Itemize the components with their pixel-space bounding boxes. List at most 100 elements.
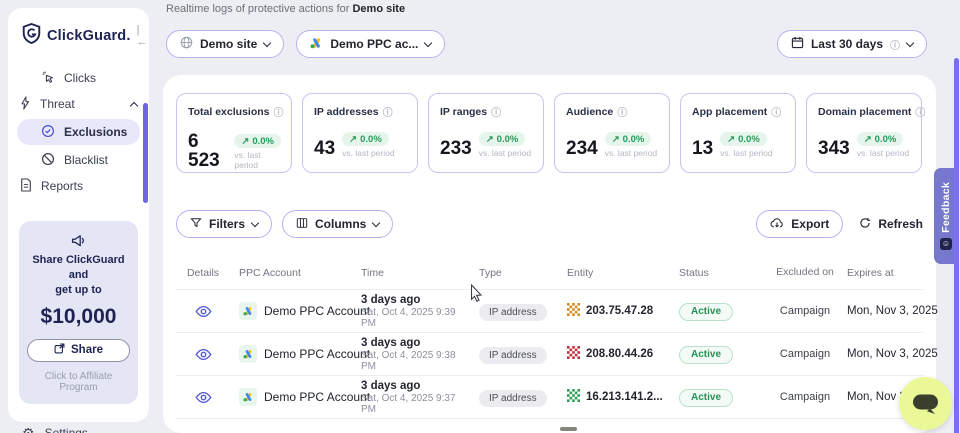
ppc-account-name: Demo PPC Account xyxy=(264,304,371,318)
ppc-account-cell: Demo PPC Account xyxy=(230,302,370,320)
ppc-selector-value: Demo PPC ac... xyxy=(330,37,419,51)
time-cell: 3 days ago Sat, Oct 4, 2025 9:38 PM xyxy=(352,337,470,372)
google-ads-icon xyxy=(239,345,257,363)
chevron-down-icon xyxy=(250,218,260,227)
info-icon[interactable]: ⓘ xyxy=(915,108,926,119)
type-cell: IP address xyxy=(470,302,558,321)
calendar-icon xyxy=(791,36,804,52)
sidebar-item-threat[interactable]: Threat xyxy=(8,91,149,117)
sidebar-collapse-icon[interactable]: |← xyxy=(136,24,148,48)
brand-name: ClickGuard. xyxy=(47,28,131,44)
entity-cell: 203.75.47.28 xyxy=(558,303,670,319)
type-badge: IP address xyxy=(479,389,547,407)
details-eye-button[interactable] xyxy=(176,348,230,361)
chevron-down-icon xyxy=(905,38,915,47)
status-cell: Active xyxy=(670,387,772,407)
info-icon[interactable]: ⓘ xyxy=(890,40,900,52)
filters-dropdown-button[interactable]: Filters xyxy=(176,210,273,238)
stat-card-total-exclusions: Total exclusions ⓘ 6 523 ↗ 0.0% vs. last p… xyxy=(176,93,292,173)
stat-card-app-placement: App placement ⓘ 13 ↗ 0.0% vs. last period xyxy=(680,93,796,173)
chat-launcher-button[interactable] xyxy=(899,377,952,430)
sidebar-item-reports[interactable]: Reports xyxy=(8,173,149,199)
time-cell: 3 days ago Sat, Oct 4, 2025 9:39 PM xyxy=(352,294,470,329)
eye-icon xyxy=(194,305,212,317)
sidebar-item-label: Exclusions xyxy=(64,125,128,139)
stat-value: 234 xyxy=(566,138,598,159)
stat-caption: vs. last period xyxy=(604,148,658,158)
sidebar-item-exclusions[interactable]: Exclusions xyxy=(17,119,140,145)
stat-value: 13 xyxy=(692,138,714,159)
clipped-next-row-text xyxy=(560,427,577,431)
time-absolute: Sat, Oct 4, 2025 9:39 PM xyxy=(361,306,456,329)
settings-label: Settings xyxy=(44,425,88,433)
eye-icon xyxy=(194,348,212,360)
status-badge: Active xyxy=(679,345,734,364)
ppc-account-selector-dropdown[interactable]: Demo PPC ac... xyxy=(296,30,446,58)
stat-title: IP ranges xyxy=(440,105,488,118)
ppc-account-cell: Demo PPC Account xyxy=(230,345,370,363)
entity-value: 16.213.141.2... xyxy=(586,391,663,403)
entity-cell: 16.213.141.2... xyxy=(558,389,670,405)
col-header-status: Status xyxy=(679,266,709,279)
stat-title: App placement xyxy=(692,105,768,118)
entity-value: 208.80.44.26 xyxy=(586,348,654,360)
col-header-time: Time xyxy=(361,266,384,279)
subtitle-text: Realtime logs of protective actions for xyxy=(166,3,350,15)
refresh-button[interactable]: Refresh xyxy=(859,217,923,232)
share-button[interactable]: Share xyxy=(27,338,130,362)
chevron-down-icon xyxy=(372,218,381,227)
columns-icon xyxy=(296,217,308,232)
trend-up-icon: ↗ xyxy=(863,133,872,145)
ppc-account-name: Demo PPC Account xyxy=(264,347,371,361)
type-cell: IP address xyxy=(470,388,558,407)
time-relative: 3 days ago xyxy=(361,336,421,349)
sidebar: ClickGuard. |← Clicks Threat xyxy=(8,8,149,433)
page-scrollbar[interactable] xyxy=(954,58,959,433)
megaphone-icon xyxy=(27,233,130,253)
col-header-details: Details xyxy=(186,266,220,279)
columns-dropdown-button[interactable]: Columns xyxy=(282,210,394,238)
sidebar-scrollbar[interactable] xyxy=(143,103,148,203)
info-icon[interactable]: ⓘ xyxy=(617,108,628,119)
refresh-label: Refresh xyxy=(878,217,923,231)
trend-value: 0.0% xyxy=(360,133,382,145)
chevron-down-icon xyxy=(424,38,433,47)
trend-up-icon: ↗ xyxy=(349,133,358,145)
stat-caption: vs. last period xyxy=(234,150,261,170)
info-icon[interactable]: ⓘ xyxy=(382,108,393,119)
page-subtitle: Realtime logs of protective actions for … xyxy=(166,3,405,15)
trend-badge: ↗ 0.0% xyxy=(856,132,904,146)
chevron-down-icon xyxy=(263,38,272,47)
entity-cell: 208.80.44.26 xyxy=(558,346,670,362)
smiley-face-icon: ☺ xyxy=(940,237,952,250)
share-button-label: Share xyxy=(71,344,103,357)
sidebar-item-label: Clicks xyxy=(64,71,96,85)
table-header-row: Details PPC Account Time Type Entity Sta… xyxy=(176,256,923,290)
site-selector-dropdown[interactable]: Demo site xyxy=(166,30,285,58)
info-icon[interactable]: ⓘ xyxy=(771,108,782,119)
affiliate-promo-card[interactable]: Share ClickGuard and get up to $10,000 S… xyxy=(19,221,138,404)
main-panel: Total exclusions ⓘ 6 523 ↗ 0.0% vs. last p… xyxy=(163,75,938,433)
sidebar-item-blacklist[interactable]: Blacklist xyxy=(8,147,149,173)
info-icon[interactable]: ⓘ xyxy=(273,108,284,119)
sidebar-item-settings[interactable]: ⚙ Settings xyxy=(22,426,149,433)
info-icon[interactable]: ⓘ xyxy=(491,108,502,119)
columns-label: Columns xyxy=(315,217,367,231)
details-eye-button[interactable] xyxy=(176,305,230,318)
stat-caption: vs. last period xyxy=(856,148,910,158)
status-badge: Active xyxy=(679,388,734,407)
trend-up-icon: ↗ xyxy=(485,133,494,145)
date-range-dropdown[interactable]: Last 30 days ⓘ xyxy=(776,30,927,58)
excluded-on-cell: Campaign xyxy=(779,391,831,403)
export-button[interactable]: Export xyxy=(756,210,844,238)
entity-value: 203.75.47.28 xyxy=(586,305,654,317)
sidebar-item-clicks[interactable]: Clicks xyxy=(8,65,149,91)
promo-text-line2: get up to xyxy=(55,283,102,296)
details-eye-button[interactable] xyxy=(176,391,230,404)
funnel-icon xyxy=(190,217,202,232)
stat-card-ip-ranges: IP ranges ⓘ 233 ↗ 0.0% vs. last period xyxy=(428,93,544,173)
type-badge: IP address xyxy=(479,346,547,364)
refresh-icon xyxy=(859,217,871,232)
table-row: Demo PPC Account 3 days ago Sat, Oct 4, … xyxy=(176,376,938,419)
